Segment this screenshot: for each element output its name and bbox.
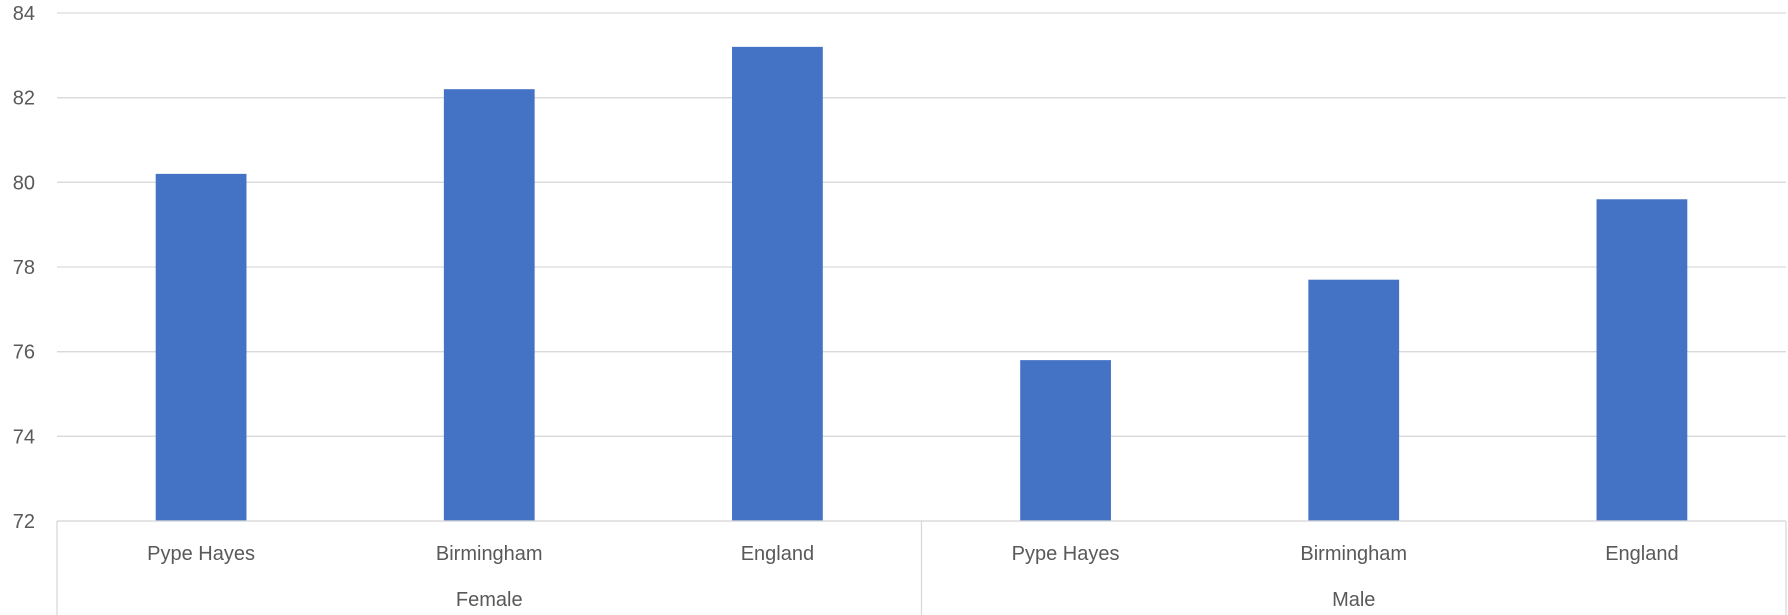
x-category-label: England [741, 543, 814, 565]
y-tick-label: 80 [13, 172, 35, 194]
gridlines [57, 12, 1786, 522]
x-group-label: Male [1332, 589, 1375, 611]
y-tick-label: 78 [13, 257, 35, 279]
x-category-label: Pype Hayes [147, 543, 255, 565]
x-axis: Pype Hayes Birmingham England Female Pype Ha… [56, 520, 1787, 615]
y-tick-label: 82 [13, 88, 35, 110]
bar [443, 89, 535, 521]
bars [155, 46, 1688, 521]
y-tick-label: 74 [13, 426, 35, 448]
y-axis-ticks: 72 74 76 78 80 82 84 [13, 3, 35, 533]
bar [1020, 360, 1111, 521]
bar [1596, 199, 1688, 521]
y-tick-label: 72 [13, 511, 35, 533]
y-tick-label: 76 [13, 342, 35, 364]
bar [155, 173, 247, 521]
x-category-label: England [1605, 543, 1678, 565]
x-category-label: Pype Hayes [1012, 543, 1120, 565]
x-category-label: Birmingham [1300, 543, 1407, 565]
y-tick-label: 84 [13, 3, 35, 25]
x-group-label: Female [456, 589, 523, 611]
bar [1308, 279, 1400, 521]
x-category-label: Birmingham [436, 543, 543, 565]
bar [732, 46, 823, 521]
